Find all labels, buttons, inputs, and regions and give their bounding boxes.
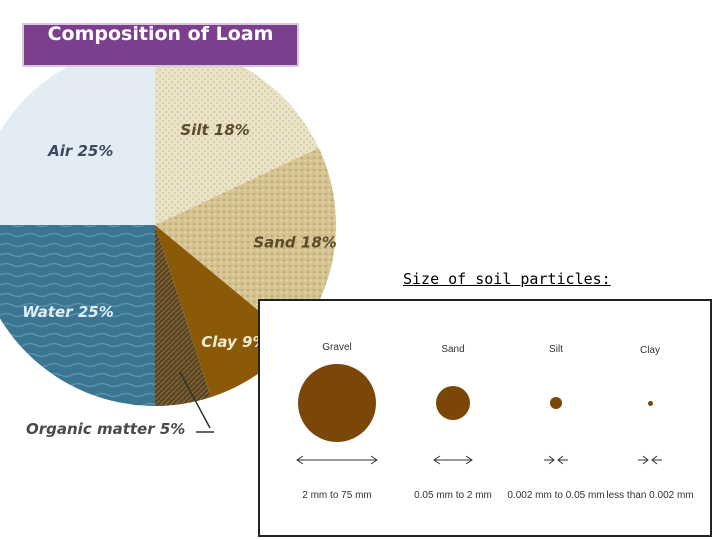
- chart-title-bar: Composition of Loam: [22, 23, 299, 67]
- pie-slice-air: [0, 44, 155, 225]
- pie-label-sand: Sand 18%: [253, 234, 336, 252]
- particle-dot-clay: [647, 400, 653, 406]
- particle-arrow-gravel: [296, 455, 378, 465]
- particle-arrow-sand: [433, 455, 473, 465]
- particle-dot-gravel: [298, 364, 376, 442]
- particle-arrow-clay: [638, 455, 662, 465]
- particle-arrow-silt: [544, 455, 568, 465]
- particle-dot-sand: [436, 386, 470, 420]
- pie-label-clay: Clay 9%: [201, 333, 267, 351]
- pie-slice-silt: [155, 44, 319, 225]
- particle-name-clay: Clay: [639, 345, 661, 356]
- particle-range-sand: 0.05 mm to 2 mm: [414, 490, 492, 501]
- pie-label-silt: Silt 18%: [180, 121, 249, 139]
- particle-name-sand: Sand: [441, 344, 465, 355]
- pie-slice-sand: [155, 147, 336, 341]
- organic-leader-line: [179, 371, 211, 429]
- pie-slice-water: [0, 225, 155, 406]
- particle-name-gravel: Gravel: [322, 342, 352, 353]
- organic-matter-label: Organic matter 5%: [26, 420, 186, 438]
- particle-size-panel: Gravel 2 mm to 75 mm Sand 0.05 mm to 2 mm Si…: [258, 299, 712, 537]
- particle-name-silt: Silt: [549, 344, 563, 355]
- pie-label-air: Air 25%: [47, 142, 113, 160]
- chart-title: Composition of Loam: [47, 23, 274, 45]
- particle-range-silt: 0.002 mm to 0.05 mm: [507, 490, 605, 501]
- particle-range-gravel: 2 mm to 75 mm: [302, 490, 372, 501]
- pie-label-water: Water 25%: [22, 303, 114, 321]
- pie-slice-organic-matter: [155, 225, 211, 406]
- particle-dot-silt: [550, 397, 562, 409]
- particle-range-clay: less than 0.002 mm: [606, 490, 694, 501]
- particles-heading: Size of soil particles:: [403, 270, 611, 288]
